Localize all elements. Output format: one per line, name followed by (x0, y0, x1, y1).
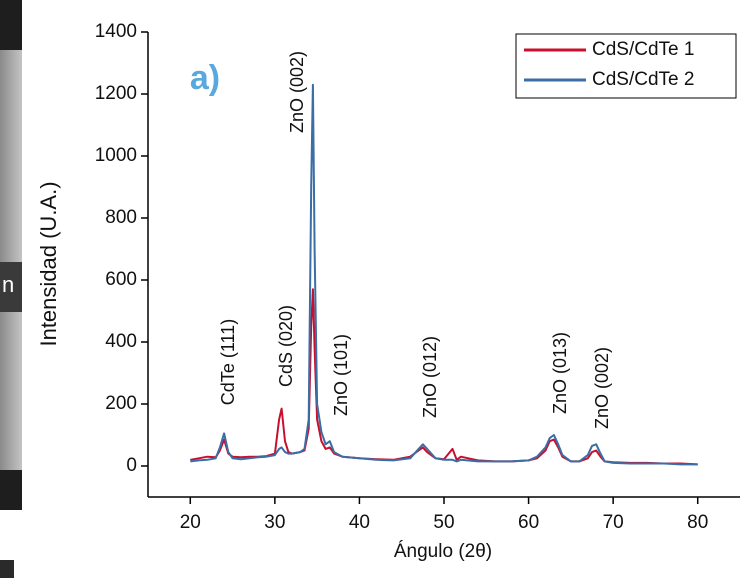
peak-annotation: ZnO (002) (592, 347, 612, 429)
x-tick-label: 20 (180, 512, 201, 533)
legend-label: CdS/CdTe 1 (592, 39, 694, 60)
peak-annotation: CdS (020) (276, 305, 296, 387)
x-tick-label: 60 (518, 512, 539, 533)
peak-annotation: ZnO (012) (420, 336, 440, 418)
y-axis-label: Intensidad (U.A.) (36, 181, 61, 346)
peak-annotation: ZnO (101) (331, 334, 351, 416)
peak-annotation: ZnO (013) (550, 332, 570, 414)
x-tick-label: 50 (433, 512, 454, 533)
y-tick-label: 800 (105, 207, 137, 228)
x-tick-label: 80 (687, 512, 708, 533)
y-tick-label: 1200 (95, 83, 137, 104)
data-line (190, 288, 698, 466)
data-line (190, 83, 698, 466)
panel-label: a) (190, 59, 220, 97)
side-label: n (2, 272, 14, 297)
peak-annotation: ZnO (002) (287, 51, 307, 133)
y-tick-label: 400 (105, 331, 137, 352)
photo-fragment: n (0, 0, 22, 578)
y-tick-label: 600 (105, 269, 137, 290)
y-tick-label: 200 (105, 393, 137, 414)
y-tick-label: 0 (126, 455, 137, 476)
x-tick-label: 40 (349, 512, 370, 533)
y-tick-label: 1400 (95, 21, 137, 42)
x-axis-label: Ángulo (2θ) (394, 541, 492, 562)
legend-label: CdS/CdTe 2 (592, 69, 694, 90)
y-tick-label: 1000 (95, 145, 137, 166)
peak-annotation: CdTe (111) (218, 319, 238, 405)
legend-box (515, 33, 737, 99)
x-tick-label: 70 (603, 512, 624, 533)
x-tick-label: 30 (264, 512, 285, 533)
